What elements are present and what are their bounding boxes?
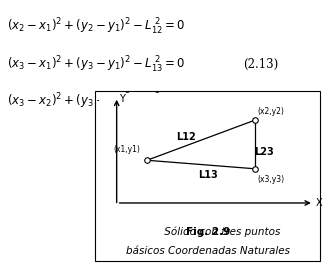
Text: (x2,y2): (x2,y2) — [257, 107, 284, 116]
Text: (2.13): (2.13) — [243, 58, 278, 71]
Text: básicos Coordenadas Naturales: básicos Coordenadas Naturales — [126, 246, 290, 256]
Text: $(x_2-x_1)^2+(y_2-y_1)^2-L_{12}^{\ 2}=0$: $(x_2-x_1)^2+(y_2-y_1)^2-L_{12}^{\ 2}=0$ — [7, 17, 184, 37]
Text: Fig. 2.9: Fig. 2.9 — [185, 227, 230, 237]
Text: X: X — [316, 198, 322, 208]
Text: Sólido con tres puntos: Sólido con tres puntos — [135, 227, 280, 237]
Text: $(x_3-x_2)^2+(y_3-y_2)^2-L_{23}^{\ 2}=0$: $(x_3-x_2)^2+(y_3-y_2)^2-L_{23}^{\ 2}=0$ — [7, 92, 184, 112]
Text: Y: Y — [119, 94, 125, 104]
Text: (x3,y3): (x3,y3) — [257, 175, 284, 184]
Text: L23: L23 — [254, 147, 274, 157]
Text: L12: L12 — [176, 132, 196, 142]
Text: L13: L13 — [198, 170, 217, 180]
Text: $(x_3-x_1)^2+(y_3-y_1)^2-L_{13}^{\ 2}=0$: $(x_3-x_1)^2+(y_3-y_1)^2-L_{13}^{\ 2}=0$ — [7, 55, 184, 75]
Text: (x1,y1): (x1,y1) — [113, 145, 141, 154]
